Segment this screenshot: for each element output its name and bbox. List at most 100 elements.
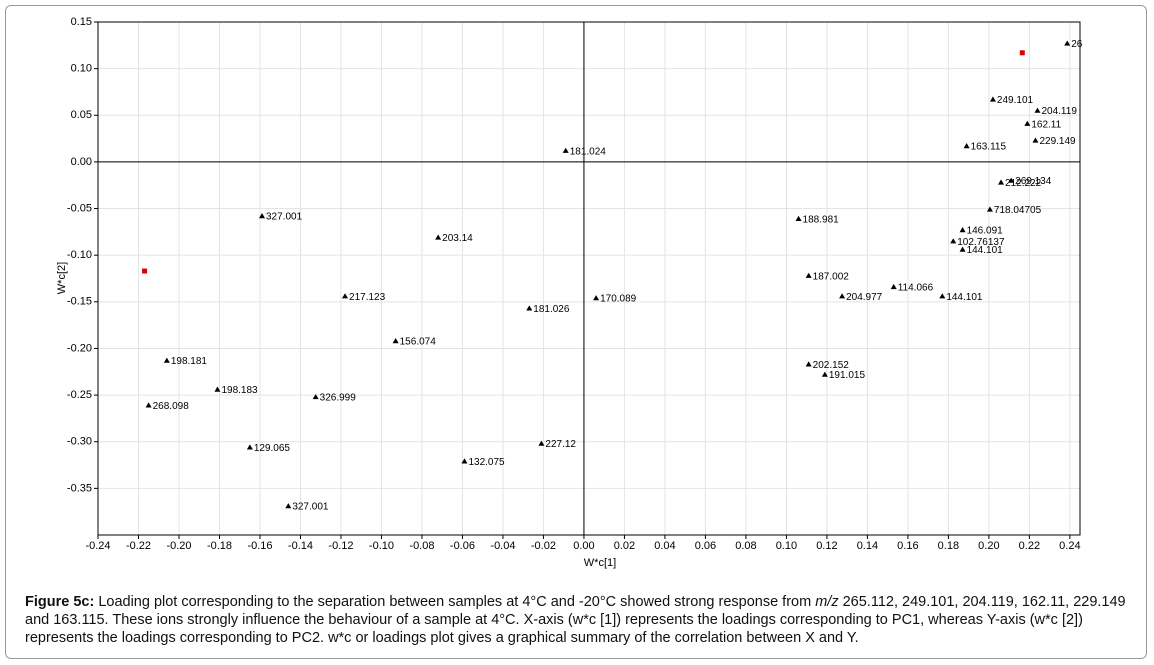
y-tick-label: 0.05 [71, 109, 92, 121]
y-tick-label: -0.35 [67, 482, 92, 494]
x-tick-label: 0.04 [654, 540, 675, 552]
point-label: 249.101 [997, 95, 1034, 106]
marker [214, 386, 221, 392]
point-label: 162.11 [1031, 119, 1061, 130]
y-tick-label: 0.00 [71, 156, 92, 168]
x-tick-label: 0.08 [735, 540, 756, 552]
marker [1008, 177, 1015, 183]
marker [959, 246, 966, 252]
point-label: 129.065 [254, 443, 291, 454]
x-tick-label: -0.10 [369, 540, 394, 552]
marker [285, 503, 292, 509]
point-label: 204.977 [846, 292, 883, 303]
marker [821, 371, 828, 377]
point-label: 202.152 [813, 360, 850, 371]
marker [1064, 40, 1071, 46]
marker [986, 206, 993, 212]
marker [538, 440, 545, 446]
marker [593, 295, 600, 301]
caption: Figure 5c: Loading plot corresponding to… [25, 593, 1130, 647]
marker [145, 402, 152, 408]
x-tick-label: -0.04 [490, 540, 515, 552]
point-label: 327.001 [266, 212, 303, 223]
point-label: 198.181 [171, 356, 208, 367]
y-tick-label: 0.15 [71, 16, 92, 28]
point-label: 156.074 [400, 337, 437, 348]
x-tick-label: -0.24 [85, 540, 110, 552]
point-label: 327.001 [292, 502, 329, 513]
point-label: 718.04705 [994, 205, 1042, 216]
marker [805, 361, 812, 367]
chart: W*c[1] W*c[2] 0.15 0.10 0.05 0.00 -0.05 -0.10… [56, 16, 1083, 569]
caption-text: Loading plot corresponding to the separa… [94, 594, 816, 610]
y-tick-label: -0.30 [67, 436, 92, 448]
marker [1019, 50, 1025, 56]
marker [939, 293, 946, 299]
x-tick-label: -0.12 [328, 540, 353, 552]
marker [312, 393, 319, 400]
point-label: 181.024 [570, 146, 607, 157]
marker [1024, 120, 1031, 126]
x-tick-label: -0.02 [531, 540, 556, 552]
marker [890, 283, 897, 290]
x-tick-label: 0.22 [1019, 540, 1040, 552]
point-label: 187.002 [813, 271, 850, 282]
marker [839, 293, 846, 299]
point-label: 212.222 [1005, 178, 1042, 189]
marker [259, 213, 266, 219]
marker [142, 268, 148, 274]
x-tick-label: -0.08 [409, 540, 434, 552]
point-label: 217.123 [349, 292, 386, 303]
marker [1032, 137, 1039, 143]
marker [998, 179, 1005, 185]
x-tick-label: -0.06 [450, 540, 475, 552]
y-tick-label: -0.20 [67, 342, 92, 354]
figure-frame [5, 5, 1147, 659]
point-label: 146.091 [967, 226, 1004, 237]
x-tick-label: 0.16 [897, 540, 918, 552]
point-label: 163.115 [971, 142, 1007, 153]
plot-frame [97, 21, 1081, 536]
marker [435, 234, 442, 240]
x-tick-label: 0.18 [938, 540, 959, 552]
point-label: 132.075 [468, 457, 505, 468]
point-label: 114.066 [898, 283, 934, 294]
x-tick-label: 0.00 [573, 540, 594, 552]
y-tick-label: -0.05 [67, 202, 92, 214]
marker [1034, 107, 1041, 113]
point-label: 144.101 [967, 245, 1004, 256]
marker [989, 96, 996, 102]
x-tick-label: -0.18 [207, 540, 232, 552]
y-tick-label: -0.10 [67, 249, 92, 261]
marker [342, 293, 349, 299]
marker [963, 143, 970, 149]
marker [163, 357, 170, 363]
marker [392, 337, 399, 344]
caption-italic: m/z [815, 594, 839, 610]
x-tick-label: -0.22 [126, 540, 151, 552]
marker [562, 147, 569, 153]
x-tick-label: 0.14 [857, 540, 878, 552]
point-label: 198.183 [221, 385, 258, 396]
point-label: 229.149 [1039, 136, 1076, 147]
y-tick-label: 0.10 [71, 63, 92, 75]
y-axis-label: W*c[2] [56, 262, 68, 294]
point-label: 227.12 [545, 439, 576, 450]
x-tick-label: 0.24 [1059, 540, 1080, 552]
x-tick-label: -0.20 [166, 540, 191, 552]
point-label: 204.119 [1041, 106, 1077, 117]
y-tick-label: -0.15 [67, 296, 92, 308]
marker [795, 215, 802, 222]
point-label: 269.134 [1015, 176, 1052, 187]
point-label: 144.101 [946, 292, 983, 303]
point-label: 26 [1071, 39, 1083, 50]
point-label: 181.026 [533, 304, 570, 315]
x-tick-label: 0.20 [978, 540, 999, 552]
marker [246, 444, 253, 450]
marker [959, 226, 966, 233]
marker [526, 305, 533, 311]
marker [805, 272, 812, 278]
x-tick-label: 0.06 [695, 540, 716, 552]
marker [950, 238, 957, 244]
